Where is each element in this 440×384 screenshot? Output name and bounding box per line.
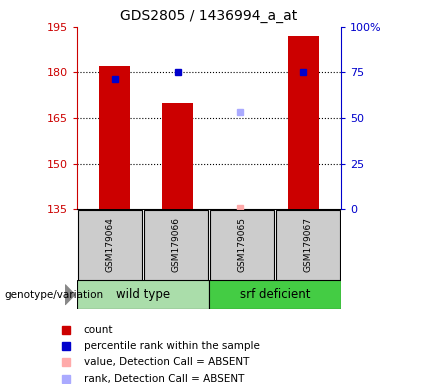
Text: srf deficient: srf deficient — [240, 288, 310, 301]
Text: GSM179067: GSM179067 — [304, 217, 312, 272]
FancyBboxPatch shape — [209, 280, 341, 309]
Title: GDS2805 / 1436994_a_at: GDS2805 / 1436994_a_at — [121, 9, 297, 23]
Text: wild type: wild type — [116, 288, 170, 301]
Text: genotype/variation: genotype/variation — [4, 290, 103, 300]
FancyBboxPatch shape — [78, 210, 142, 280]
Text: count: count — [84, 325, 114, 335]
FancyBboxPatch shape — [210, 210, 274, 280]
Text: GSM179065: GSM179065 — [238, 217, 246, 272]
Polygon shape — [65, 285, 75, 305]
Text: GSM179064: GSM179064 — [106, 217, 114, 272]
Bar — [162, 103, 193, 209]
FancyBboxPatch shape — [77, 280, 209, 309]
Text: rank, Detection Call = ABSENT: rank, Detection Call = ABSENT — [84, 374, 244, 384]
Text: GSM179066: GSM179066 — [172, 217, 180, 272]
Text: percentile rank within the sample: percentile rank within the sample — [84, 341, 260, 351]
FancyBboxPatch shape — [144, 210, 208, 280]
Text: value, Detection Call = ABSENT: value, Detection Call = ABSENT — [84, 357, 249, 367]
FancyBboxPatch shape — [276, 210, 340, 280]
Bar — [288, 36, 319, 209]
Bar — [99, 66, 130, 209]
